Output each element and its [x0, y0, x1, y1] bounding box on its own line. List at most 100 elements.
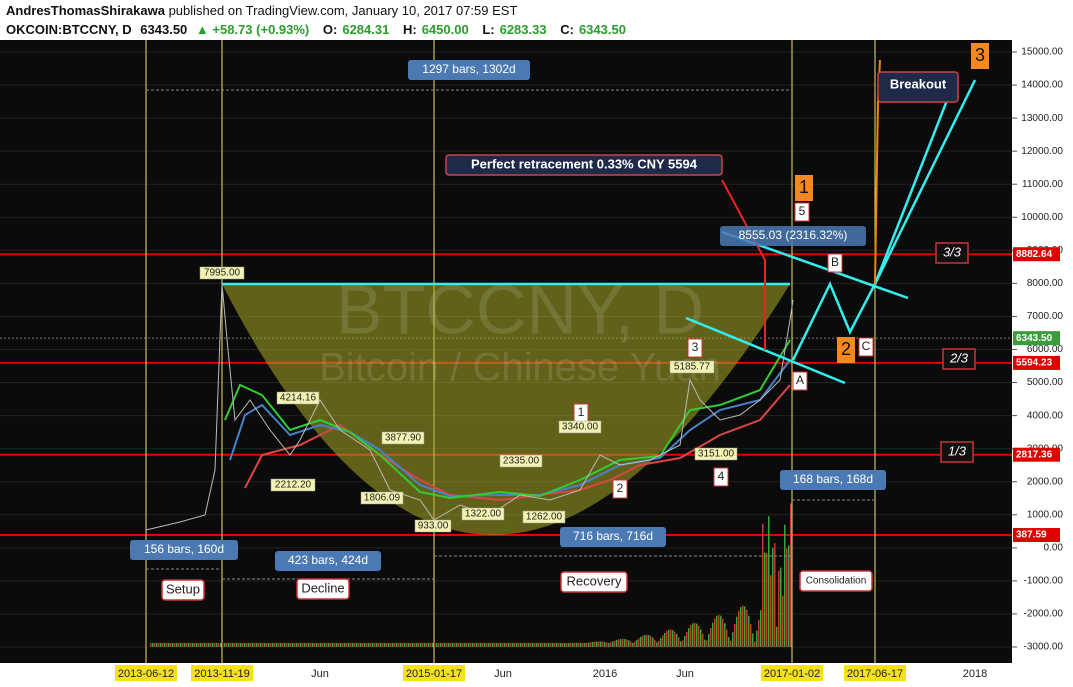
volume-bar [456, 642, 458, 647]
volume-bar [708, 634, 710, 647]
volume-bar [438, 642, 440, 647]
target-box [971, 43, 989, 69]
value: 6450.00 [421, 22, 469, 37]
volume-bar [454, 642, 456, 647]
volume-bar [192, 642, 194, 647]
price-tick-label: 6000.00 [1027, 344, 1064, 355]
volume-bar [460, 642, 462, 647]
phase-label-box [799, 570, 873, 592]
volume-bar [718, 614, 720, 647]
volume-bar [512, 642, 514, 647]
volume-bar [738, 610, 740, 647]
volume-bar [282, 642, 284, 647]
last: 6343.50 [140, 22, 188, 37]
volume-bar [678, 637, 680, 647]
range-label: 156 bars, 160d [144, 542, 224, 556]
price-tag-label: 8882.64 [1016, 249, 1053, 260]
volume-bar [578, 642, 580, 647]
price-tick-label: 11000.00 [1022, 179, 1063, 190]
volume-bar [630, 641, 632, 647]
volume-bar [562, 642, 564, 647]
volume-bar [484, 642, 486, 647]
volume-bar [760, 610, 762, 647]
volume-bar [360, 642, 362, 647]
target-label: 3 [975, 45, 985, 65]
volume-bar [726, 629, 728, 647]
volume-bar [662, 635, 664, 647]
volume-bar [292, 642, 294, 647]
price-tick-label: 15000.00 [1021, 47, 1063, 58]
volume-bar [582, 642, 584, 647]
price-tick-label: -3000.00 [1024, 642, 1064, 653]
volume-bar [152, 642, 154, 647]
volume-bar [374, 642, 376, 647]
volume-bar [722, 618, 724, 647]
range-label-box [275, 551, 381, 571]
volume-bar [186, 642, 188, 647]
volume-bar [352, 642, 354, 647]
volume-bar [498, 642, 500, 647]
volume-bar [704, 639, 706, 647]
volume-bar [510, 642, 512, 647]
volume-bar [444, 642, 446, 647]
volume-bar [234, 642, 236, 647]
pin-box [522, 510, 566, 524]
volume-bar [580, 642, 582, 647]
volume-bar [642, 635, 644, 647]
volume-bar [266, 642, 268, 647]
volume-bar [254, 642, 256, 647]
phase-label-box [161, 579, 205, 601]
volume-bar [388, 642, 390, 647]
price-tag-label: 6343.50 [1016, 333, 1053, 344]
price-tick-label: 7000.00 [1027, 311, 1064, 322]
publish-line: AndresThomasShirakawa published on Tradi… [6, 3, 517, 18]
fraction-label: 3/3 [943, 244, 962, 259]
time-label: 2015-01-17 [406, 668, 462, 680]
volume-bar [544, 642, 546, 647]
price-tick-label: 2000.00 [1027, 476, 1064, 487]
volume-bar [236, 642, 238, 647]
volume-bar [258, 642, 260, 647]
header: AndresThomasShirakawa published on Tradi… [0, 0, 1073, 40]
volume-bar [636, 639, 638, 647]
volume-bar [150, 642, 152, 647]
value: 6283.33 [499, 22, 547, 37]
volume-bar [440, 642, 442, 647]
volume-bar [222, 642, 224, 647]
price-tag [1013, 331, 1060, 346]
cup [222, 284, 790, 535]
callout: Perfect retracement 0.33% CNY 5594 [471, 156, 698, 171]
volume-bar [156, 642, 158, 647]
range-label-box [780, 470, 886, 490]
target-label: 2 [841, 339, 851, 359]
pin-label: 5185.77 [674, 362, 711, 373]
volume-bar [214, 642, 216, 647]
pin-label: 1262.00 [526, 512, 563, 523]
price-tick-label: 1000.00 [1027, 509, 1064, 520]
volume-bar [420, 642, 422, 647]
volume-bar [164, 642, 166, 647]
pin-label: 933.00 [418, 521, 449, 532]
volume-bar [758, 619, 760, 647]
pin-label: 1322.00 [465, 509, 502, 520]
volume-bar [422, 642, 424, 647]
volume-bar [320, 642, 322, 647]
pin-box [381, 431, 425, 445]
label: L: [482, 22, 495, 37]
volume-bar [372, 642, 374, 647]
callout-box [445, 154, 723, 176]
volume-bar [746, 609, 748, 647]
volume-bar [612, 641, 614, 647]
time-label: Jun [494, 668, 512, 680]
price-tick-label: -2000.00 [1024, 609, 1064, 620]
volume-bar [496, 642, 498, 647]
volume-bar [278, 642, 280, 647]
volume-bar [598, 641, 600, 647]
author[interactable]: AndresThomasShirakawa [6, 3, 165, 18]
volume-bar [604, 641, 606, 647]
volume-bar [656, 642, 658, 647]
volume-bar [664, 632, 666, 647]
volume-bar [712, 622, 714, 647]
volume-bar [714, 618, 716, 647]
volume-bar [502, 642, 504, 647]
